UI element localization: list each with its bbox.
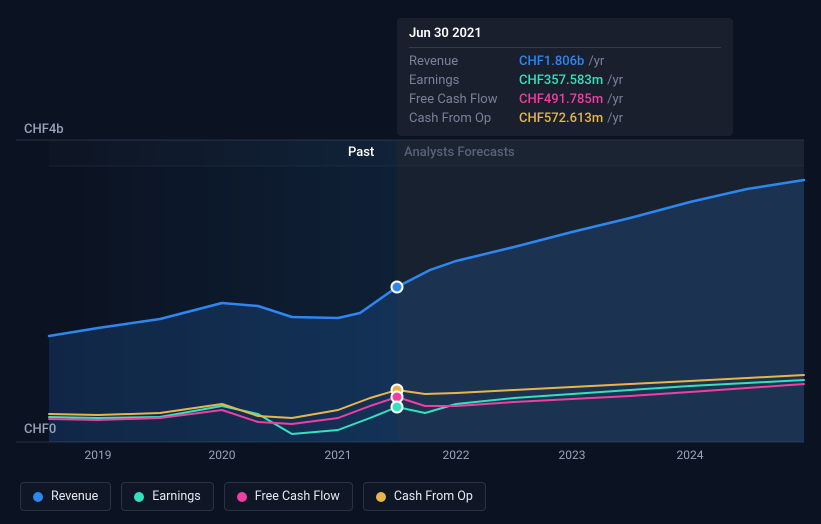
x-axis-tick: 2020 [209,448,236,462]
x-axis-tick: 2023 [559,448,586,462]
tooltip-row: EarningsCHF357.583m/yr [409,71,721,90]
legend-swatch-icon [134,492,144,502]
legend-swatch-icon [237,492,247,502]
tooltip-row: Free Cash FlowCHF491.785m/yr [409,90,721,109]
y-axis-tick-max: CHF4b [24,122,64,137]
y-axis-tick-min: CHF0 [24,422,56,437]
tooltip-row-label: Revenue [409,54,519,69]
legend-swatch-icon [376,492,386,502]
tooltip-row-suffix: /yr [607,92,623,107]
x-axis-tick: 2019 [85,448,112,462]
tooltip-row-value: CHF1.806b [519,54,584,69]
tooltip-row-label: Earnings [409,73,519,88]
x-axis-tick: 2022 [443,448,470,462]
tooltip-row-suffix: /yr [588,54,604,69]
legend-item-label: Earnings [152,489,200,504]
legend-item-label: Revenue [51,489,98,504]
hover-marker-earnings [392,402,403,413]
legend-item-revenue[interactable]: Revenue [20,482,111,511]
tooltip-row-value: CHF357.583m [519,73,603,88]
hover-marker-revenue [392,282,403,293]
tooltip-row: Cash From OpCHF572.613m/yr [409,109,721,128]
tooltip-row-value: CHF572.613m [519,111,603,126]
tooltip-row-suffix: /yr [607,73,623,88]
tooltip-row: RevenueCHF1.806b/yr [409,52,721,71]
legend-item-label: Free Cash Flow [255,489,340,504]
hover-tooltip: Jun 30 2021 RevenueCHF1.806b/yrEarningsC… [397,18,733,136]
legend-item-label: Cash From Op [394,489,473,504]
x-axis-tick: 2024 [677,448,704,462]
tooltip-row-value: CHF491.785m [519,92,603,107]
tooltip-row-suffix: /yr [607,111,623,126]
x-axis-tick: 2021 [325,448,352,462]
financials-chart: CHF4b CHF0 Past Analysts Forecasts 2019 2… [0,0,821,524]
region-label-past: Past [348,145,374,160]
legend-item-earnings[interactable]: Earnings [121,482,213,511]
legend-swatch-icon [33,492,43,502]
legend: Revenue Earnings Free Cash Flow Cash From O… [20,482,486,511]
tooltip-row-label: Free Cash Flow [409,92,519,107]
legend-item-fcf[interactable]: Free Cash Flow [224,482,353,511]
region-label-forecast: Analysts Forecasts [404,145,515,160]
legend-item-cfo[interactable]: Cash From Op [363,482,486,511]
tooltip-date: Jun 30 2021 [409,26,721,48]
tooltip-row-label: Cash From Op [409,111,519,126]
